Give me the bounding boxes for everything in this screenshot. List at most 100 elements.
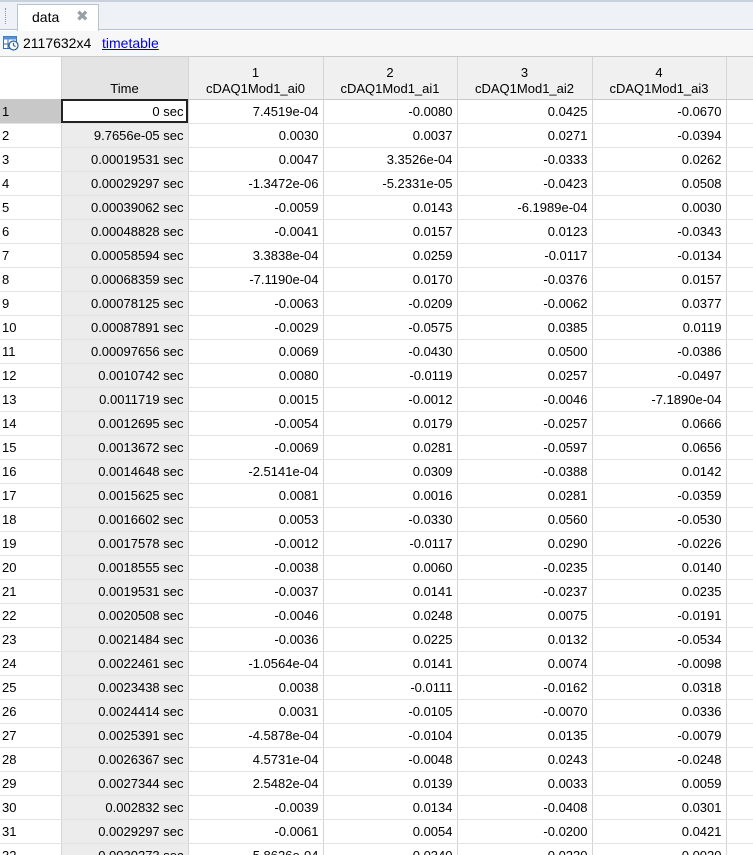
time-cell[interactable]: 0.0023438 sec [61,675,189,700]
time-cell[interactable]: 0.0030273 sec [61,843,189,855]
value-cell-ai3[interactable]: -0.0394 [592,123,727,148]
close-icon[interactable]: ✖ [76,8,89,25]
row-number[interactable]: 20 [0,555,62,580]
value-cell-ai1[interactable]: -0.0119 [323,363,458,388]
value-cell-ai1[interactable]: -0.0105 [323,699,458,724]
row-number[interactable]: 28 [0,747,62,772]
value-cell-ai1[interactable]: 0.0143 [323,195,458,220]
table-row[interactable]: 11 0.00097656 sec 0.0069 -0.0430 0.0500 -0.03… [0,339,753,364]
value-cell-ai2[interactable]: 0.0243 [457,747,593,772]
time-cell[interactable]: 0.00029297 sec [61,171,189,196]
value-cell-ai3[interactable]: 0.0059 [592,771,727,796]
value-cell-ai0[interactable]: -0.0061 [188,819,324,844]
table-row[interactable]: 28 0.0026367 sec 4.5731e-04 -0.0048 0.0243 -0… [0,747,753,772]
value-cell-ai0[interactable]: -0.0037 [188,579,324,604]
value-cell-ai0[interactable]: -0.0038 [188,555,324,580]
row-number[interactable]: 18 [0,507,62,532]
value-cell-ai2[interactable]: 0.0033 [457,771,593,796]
value-cell-ai0[interactable]: -0.0046 [188,603,324,628]
time-cell[interactable]: 0.00048828 sec [61,219,189,244]
value-cell-ai2[interactable]: -0.0376 [457,267,593,292]
value-cell-ai3[interactable]: -0.0098 [592,651,727,676]
value-cell-ai0[interactable]: 4.5731e-04 [188,747,324,772]
value-cell-ai2[interactable]: -0.0388 [457,459,593,484]
table-row[interactable]: 7 0.00058594 sec 3.3838e-04 0.0259 -0.0117 -0… [0,243,753,268]
row-number[interactable]: 29 [0,771,62,796]
table-row[interactable]: 19 0.0017578 sec -0.0012 -0.0117 0.0290 -0.02… [0,531,753,556]
time-cell[interactable]: 0.0021484 sec [61,627,189,652]
row-number[interactable]: 24 [0,651,62,676]
column-header-4[interactable]: 4 cDAQ1Mod1_ai3 [592,57,727,100]
value-cell-ai3[interactable]: -0.0359 [592,483,727,508]
row-number[interactable]: 7 [0,243,62,268]
value-cell-ai1[interactable]: -0.0012 [323,387,458,412]
value-cell-ai3[interactable]: 0.0157 [592,267,727,292]
value-cell-ai2[interactable]: -0.0597 [457,435,593,460]
table-row[interactable]: 14 0.0012695 sec -0.0054 0.0179 -0.0257 0.066… [0,411,753,436]
value-cell-ai1[interactable]: -0.0430 [323,339,458,364]
value-cell-ai1[interactable]: -0.0330 [323,507,458,532]
value-cell-ai1[interactable]: 0.0141 [323,579,458,604]
value-cell-ai1[interactable]: -5.2331e-05 [323,171,458,196]
value-cell-ai3[interactable]: -0.0530 [592,507,727,532]
value-cell-ai3[interactable]: 0.0235 [592,579,727,604]
value-cell-ai0[interactable]: -1.0564e-04 [188,651,324,676]
row-number[interactable]: 12 [0,363,62,388]
time-cell[interactable]: 0.00039062 sec [61,195,189,220]
value-cell-ai1[interactable]: -0.0575 [323,315,458,340]
value-cell-ai0[interactable]: -4.5878e-04 [188,723,324,748]
value-cell-ai2[interactable]: 0.0132 [457,627,593,652]
value-cell-ai2[interactable]: 0.0385 [457,315,593,340]
table-row[interactable]: 20 0.0018555 sec -0.0038 0.0060 -0.0235 0.014… [0,555,753,580]
value-cell-ai2[interactable]: 0.0257 [457,363,593,388]
table-row[interactable]: 16 0.0014648 sec -2.5141e-04 0.0309 -0.0388 0… [0,459,753,484]
tab-data[interactable]: data ✖ [17,4,99,31]
value-cell-ai1[interactable]: -0.0048 [323,747,458,772]
value-cell-ai0[interactable]: 0.0047 [188,147,324,172]
time-cell[interactable]: 0.0015625 sec [61,483,189,508]
table-row[interactable]: 6 0.00048828 sec -0.0041 0.0157 0.0123 -0.034… [0,219,753,244]
time-cell[interactable]: 0 sec [61,99,189,124]
row-number[interactable]: 6 [0,219,62,244]
value-cell-ai3[interactable]: -0.0497 [592,363,727,388]
value-cell-ai1[interactable]: 0.0259 [323,243,458,268]
time-cell[interactable]: 0.0013672 sec [61,435,189,460]
row-number[interactable]: 31 [0,819,62,844]
value-cell-ai0[interactable]: -0.0054 [188,411,324,436]
time-cell[interactable]: 0.0026367 sec [61,747,189,772]
row-number[interactable]: 27 [0,723,62,748]
value-cell-ai0[interactable]: 0.0080 [188,363,324,388]
value-cell-ai3[interactable]: 0.0030 [592,195,727,220]
row-number[interactable]: 4 [0,171,62,196]
row-number[interactable]: 25 [0,675,62,700]
table-row[interactable]: 12 0.0010742 sec 0.0080 -0.0119 0.0257 -0.049… [0,363,753,388]
row-number[interactable]: 1 [0,99,62,124]
time-cell[interactable]: 0.0027344 sec [61,771,189,796]
value-cell-ai2[interactable]: 0.0123 [457,219,593,244]
value-cell-ai3[interactable]: 0.0421 [592,819,727,844]
value-cell-ai1[interactable]: 0.0157 [323,219,458,244]
value-cell-ai1[interactable]: 0.0281 [323,435,458,460]
value-cell-ai2[interactable]: -0.0070 [457,699,593,724]
row-number[interactable]: 2 [0,123,62,148]
value-cell-ai2[interactable]: -0.0162 [457,675,593,700]
row-number[interactable]: 14 [0,411,62,436]
value-cell-ai0[interactable]: -0.0036 [188,627,324,652]
table-row[interactable]: 10 0.00087891 sec -0.0029 -0.0575 0.0385 0.01… [0,315,753,340]
value-cell-ai0[interactable]: -0.0029 [188,315,324,340]
value-cell-ai2[interactable]: -0.0062 [457,291,593,316]
value-cell-ai0[interactable]: -0.0063 [188,291,324,316]
value-cell-ai1[interactable]: 0.0060 [323,555,458,580]
time-cell[interactable]: 0.002832 sec [61,795,189,820]
row-number[interactable]: 30 [0,795,62,820]
value-cell-ai1[interactable]: 0.0179 [323,411,458,436]
table-row[interactable]: 30 0.002832 sec -0.0039 0.0134 -0.0408 0.0301 [0,795,753,820]
table-row[interactable]: 4 0.00029297 sec -1.3472e-06 -5.2331e-05 -0.… [0,171,753,196]
time-cell[interactable]: 0.0018555 sec [61,555,189,580]
value-cell-ai2[interactable]: 0.0074 [457,651,593,676]
value-cell-ai1[interactable]: 0.0037 [323,123,458,148]
column-header-2[interactable]: 2 cDAQ1Mod1_ai1 [323,57,458,100]
time-cell[interactable]: 0.0016602 sec [61,507,189,532]
table-row[interactable]: 24 0.0022461 sec -1.0564e-04 0.0141 0.0074 -0… [0,651,753,676]
